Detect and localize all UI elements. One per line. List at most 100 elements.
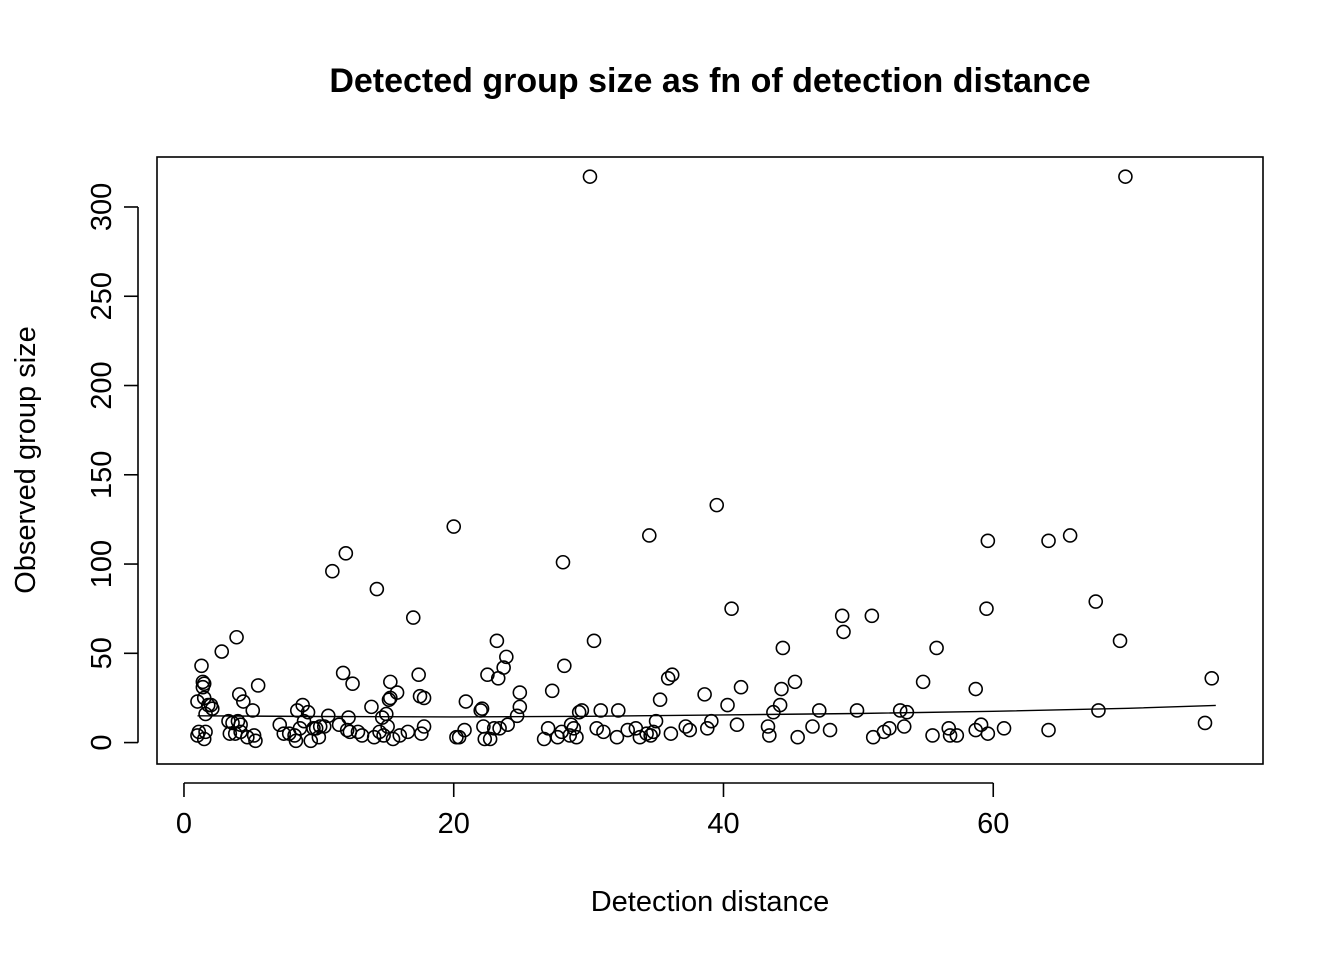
data-point: [381, 692, 397, 708]
data-point: [303, 733, 319, 749]
data-point: [194, 658, 209, 674]
x-tick-label: 60: [977, 808, 1009, 840]
data-point: [383, 674, 398, 690]
data-point: [245, 703, 261, 718]
data-point: [772, 697, 788, 713]
data-point: [596, 724, 611, 740]
data-point: [571, 704, 587, 720]
data-point: [196, 731, 212, 747]
data-point: [942, 728, 958, 743]
y-tick-label: 150: [86, 451, 118, 499]
data-point: [774, 681, 789, 697]
data-point: [660, 671, 676, 686]
data-point: [787, 674, 803, 690]
data-point: [335, 665, 351, 681]
data-point: [248, 733, 263, 749]
data-point: [586, 633, 602, 649]
data-point: [320, 708, 336, 724]
data-point: [509, 708, 525, 724]
data-point: [500, 717, 515, 733]
data-point: [652, 692, 668, 708]
data-point: [760, 719, 776, 734]
data-point: [389, 685, 405, 700]
data-point: [896, 719, 912, 734]
data-point: [1091, 703, 1106, 718]
data-point: [300, 704, 316, 720]
data-point: [236, 694, 251, 709]
data-points: [190, 169, 1220, 749]
data-point: [775, 640, 791, 656]
data-point: [980, 726, 996, 741]
data-point: [474, 701, 490, 716]
data-point: [457, 722, 472, 738]
data-point: [364, 699, 379, 715]
data-point: [350, 724, 366, 740]
data-point: [949, 728, 965, 743]
data-point: [973, 717, 989, 733]
data-point: [205, 701, 220, 716]
data-point: [925, 728, 940, 743]
data-point: [968, 681, 984, 697]
data-point: [195, 674, 211, 690]
y-axis: 0 50 100 150 200 250 300: [86, 183, 139, 751]
data-point: [733, 679, 749, 695]
data-point: [240, 729, 255, 745]
data-point: [446, 519, 462, 534]
data-point: [569, 729, 584, 745]
data-point: [562, 728, 578, 743]
data-point: [589, 720, 605, 736]
y-tick-label: 50: [86, 637, 118, 669]
data-point: [214, 644, 230, 659]
data-point: [416, 690, 432, 706]
data-point: [354, 728, 370, 743]
data-point: [341, 710, 356, 725]
data-point: [512, 685, 528, 700]
data-point: [709, 497, 725, 513]
data-point: [400, 724, 416, 740]
chart-title: Detected group size as fn of detection d…: [329, 62, 1090, 100]
data-point: [544, 683, 560, 699]
data-point: [1204, 671, 1220, 686]
x-axis-label: Detection distance: [591, 886, 830, 918]
data-point: [411, 667, 426, 683]
data-point: [1112, 633, 1128, 649]
data-point: [376, 728, 391, 743]
data-point: [416, 719, 432, 734]
data-point: [338, 546, 354, 561]
data-point: [276, 726, 292, 741]
trend-line: [197, 704, 1216, 718]
data-point: [1197, 715, 1213, 731]
data-point: [380, 719, 395, 734]
data-point: [915, 674, 931, 690]
data-point: [790, 729, 805, 745]
data-point: [512, 699, 528, 715]
data-point: [331, 717, 347, 733]
data-point: [620, 722, 636, 738]
data-point: [700, 720, 715, 736]
data-point: [196, 676, 212, 691]
data-point: [246, 728, 262, 743]
data-point: [643, 728, 658, 743]
data-point: [312, 719, 328, 734]
data-point: [385, 731, 401, 747]
data-point: [198, 724, 213, 740]
data-point: [729, 717, 745, 733]
data-point: [492, 720, 507, 736]
data-point: [563, 717, 579, 733]
data-point: [678, 719, 694, 734]
data-point: [345, 676, 360, 691]
data-point: [1041, 533, 1056, 549]
x-tick-label: 20: [438, 808, 470, 840]
data-point: [366, 729, 382, 745]
data-point: [480, 667, 495, 683]
data-point: [996, 720, 1012, 736]
data-point: [325, 563, 340, 579]
data-point: [1041, 722, 1056, 738]
y-tick-label: 300: [86, 183, 118, 231]
x-axis: 0 20 40 60: [176, 782, 1009, 840]
y-tick-label: 250: [86, 272, 118, 320]
data-point: [272, 717, 288, 733]
data-point: [697, 687, 712, 702]
data-point: [664, 667, 680, 683]
